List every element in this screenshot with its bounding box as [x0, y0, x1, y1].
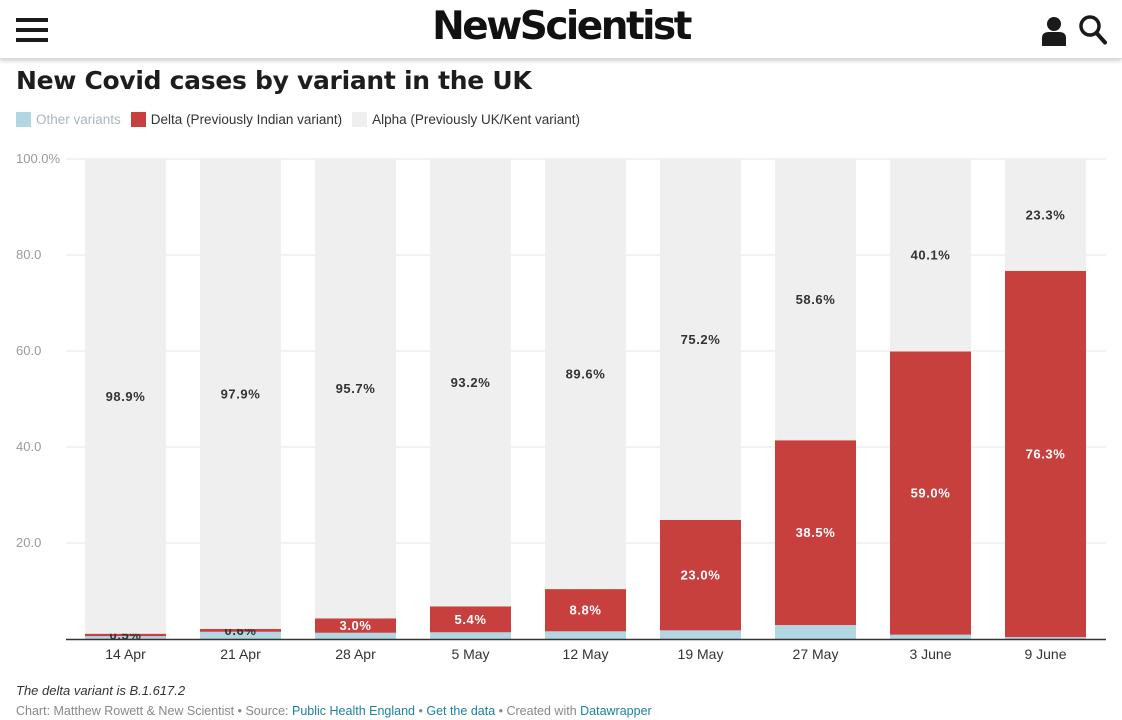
y-tick-label: 20.0: [16, 535, 41, 550]
x-tick-label: 19 May: [678, 646, 724, 662]
y-tick-label: 40.0: [16, 439, 41, 454]
legend-label: Delta (Previously Indian variant): [150, 111, 343, 127]
bar-segment: [660, 519, 741, 631]
datawrapper-link[interactable]: Datawrapper: [580, 704, 652, 718]
x-tick-label: 9 June: [1024, 646, 1066, 662]
bar-segment: [660, 630, 741, 639]
bar-segment: [775, 625, 856, 639]
bar-segment: [545, 159, 626, 590]
bar-segment: [775, 440, 856, 626]
bar-segment: [200, 628, 281, 632]
bar-segment: [890, 159, 971, 352]
chart-byline: Chart: Matthew Rowett & New Scientist • …: [16, 704, 652, 718]
y-tick-label: 80.0: [16, 247, 41, 262]
data-label: 5.4%: [454, 612, 486, 627]
x-tick-label: 12 May: [563, 646, 609, 662]
data-label: 89.6%: [566, 367, 606, 382]
data-label: 3.0%: [339, 618, 371, 633]
data-label: 38.5%: [796, 525, 836, 540]
bar-segment: [1005, 159, 1086, 271]
x-tick-label: 5 May: [451, 646, 489, 662]
bar-segment: [890, 351, 971, 635]
data-label: 40.1%: [911, 248, 951, 263]
byline-separator: •: [415, 704, 427, 718]
chart-title: New Covid cases by variant in the UK: [16, 66, 532, 95]
legend-label: Alpha (Previously UK/Kent variant): [372, 111, 580, 127]
legend-swatch: [352, 111, 368, 127]
source-link[interactable]: Public Health England: [292, 704, 416, 718]
bar-segment: [775, 159, 856, 441]
chart-note: The delta variant is B.1.617.2: [16, 683, 186, 698]
data-label: 95.7%: [336, 381, 376, 396]
bar-segment: [85, 159, 166, 634]
menu-icon[interactable]: [16, 18, 48, 42]
legend-label: Other variants: [36, 111, 121, 127]
y-tick-label: 100.0%: [16, 151, 61, 166]
data-label: 97.9%: [221, 386, 261, 401]
bar-segment: [315, 159, 396, 619]
byline-prefix: Chart: Matthew Rowett & New Scientist • …: [16, 704, 293, 718]
search-icon[interactable]: [1078, 14, 1108, 46]
x-tick-label: 27 May: [793, 646, 839, 662]
created-with-prefix: • Created with: [495, 704, 581, 718]
bar-segment: [315, 632, 396, 639]
data-label: 8.8%: [569, 603, 601, 618]
data-label: 59.0%: [911, 486, 951, 501]
x-tick-label: 28 Apr: [335, 646, 376, 662]
data-label: 23.0%: [681, 568, 721, 583]
legend-item: Alpha (Previously UK/Kent variant): [352, 111, 580, 127]
x-tick-label: 21 Apr: [220, 646, 261, 662]
bar-segment: [85, 636, 166, 639]
site-logo[interactable]: NewScientist: [432, 4, 692, 49]
x-tick-label: 14 Apr: [105, 646, 146, 662]
legend-swatch: [16, 111, 31, 127]
data-label: 76.3%: [1026, 446, 1066, 461]
chart-legend: Other variants Delta (Previously Indian v…: [16, 110, 590, 128]
bar-segment: [1005, 637, 1086, 639]
bar-segment: [1005, 270, 1086, 638]
bar-segment: [430, 159, 511, 607]
site-header: NewScientist: [0, 0, 1122, 59]
bar-segment: [890, 634, 971, 639]
stacked-bar-chart: 100.0%80.060.040.020.00.5%98.9%14 Apr0.6…: [16, 151, 1106, 662]
x-tick-label: 3 June: [909, 646, 951, 662]
bar-segment: [200, 631, 281, 639]
bar-segment: [545, 589, 626, 632]
data-label: 93.2%: [451, 375, 491, 390]
data-label: 98.9%: [106, 389, 146, 404]
bar-segment: [430, 632, 511, 639]
y-tick-label: 60.0: [16, 343, 41, 358]
bar-segment: [545, 631, 626, 639]
data-label: 58.6%: [796, 292, 836, 307]
data-label: 23.3%: [1026, 207, 1066, 222]
data-label: 75.2%: [681, 332, 721, 347]
bar-segment: [85, 633, 166, 637]
bar-segment: [660, 159, 741, 520]
user-icon[interactable]: [1040, 16, 1068, 46]
bar-segment: [315, 618, 396, 633]
legend-item: Delta (Previously Indian variant): [130, 111, 343, 127]
bar-segment: [430, 606, 511, 633]
legend-item: Other variants: [16, 111, 121, 127]
bar-segment: [200, 159, 281, 629]
get-data-link[interactable]: Get the data: [426, 704, 496, 718]
legend-swatch: [130, 111, 146, 127]
